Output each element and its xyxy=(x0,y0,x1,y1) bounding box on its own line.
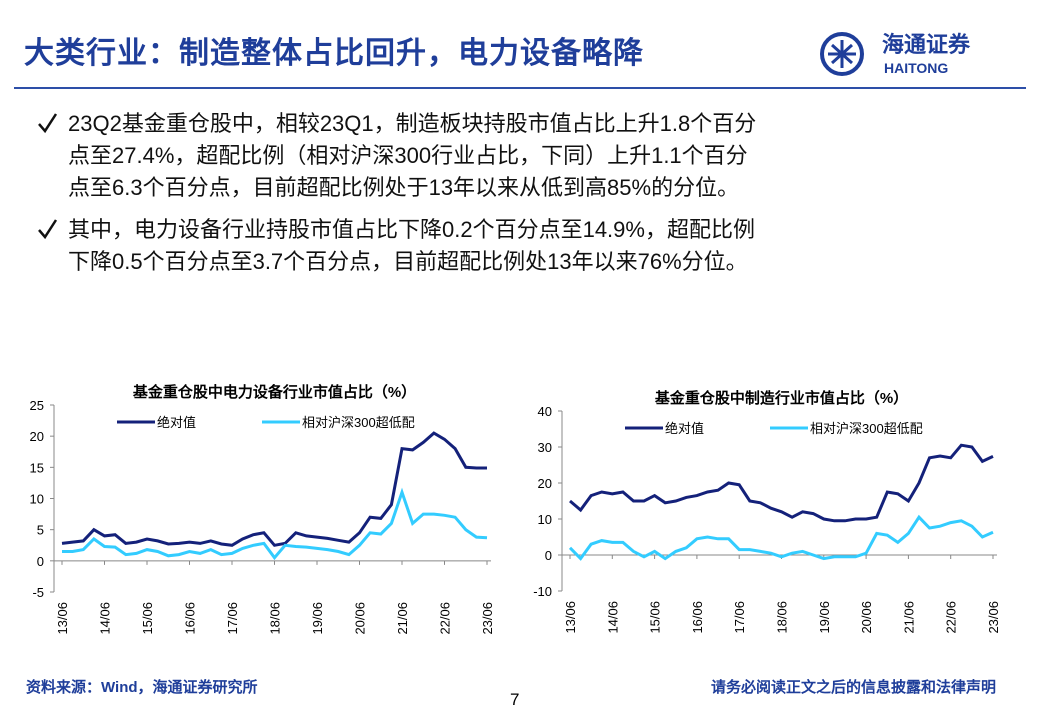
bullet-line: 其中，电力设备行业持股市值占比下降0.2个百分点至14.9%，超配比例 xyxy=(68,217,755,242)
slide-title: 大类行业：制造整体占比回升，电力设备略降 xyxy=(24,37,644,70)
disclaimer: 请务必阅读正文之后的信息披露和法律声明 xyxy=(710,679,996,696)
x-tick-label: 13/06 xyxy=(563,601,578,634)
y-tick-label: 5 xyxy=(37,523,44,538)
y-tick-label: 30 xyxy=(538,440,552,455)
bullet: 其中，电力设备行业持股市值占比下降0.2个百分点至14.9%，超配比例 下降0.5… xyxy=(30,214,1020,278)
check-icon xyxy=(36,214,58,251)
logo-cn: 海通证券 xyxy=(882,32,971,57)
x-tick-label: 17/06 xyxy=(225,602,240,635)
y-tick-label: 20 xyxy=(538,476,552,491)
x-tick-label: 22/06 xyxy=(944,601,959,634)
bullet: 23Q2基金重仓股中，相较23Q1，制造板块持股市值占比上升1.8个百分 点至27… xyxy=(30,108,1020,204)
series-line xyxy=(568,514,994,561)
x-tick-label: 14/06 xyxy=(605,601,620,634)
y-tick-label: 40 xyxy=(538,404,552,419)
title-rule xyxy=(14,87,1026,89)
y-tick-label: 15 xyxy=(30,460,44,475)
check-icon xyxy=(36,108,58,145)
x-tick-label: 18/06 xyxy=(268,602,283,635)
y-tick-label: 20 xyxy=(30,429,44,444)
legend-label: 相对沪深300超低配 xyxy=(302,415,415,430)
page-number: 7 xyxy=(510,690,520,709)
x-tick-label: 15/06 xyxy=(648,601,663,634)
x-tick-label: 16/06 xyxy=(183,602,198,635)
y-tick-label: 10 xyxy=(538,512,552,527)
bullet-line: 点至6.3个百分点，目前超配比例处于13年以来从低到高85%的分位。 xyxy=(68,175,740,200)
logo-mark xyxy=(828,40,856,68)
legend-label: 绝对值 xyxy=(157,415,196,430)
chart-title: 基金重仓股中制造行业市值占比（%） xyxy=(654,389,908,407)
x-tick-label: 20/06 xyxy=(859,601,874,634)
bullet-line: 23Q2基金重仓股中，相较23Q1，制造板块持股市值占比上升1.8个百分 xyxy=(68,111,757,136)
x-tick-label: 23/06 xyxy=(986,601,1001,634)
logo-en: HAITONG xyxy=(884,60,948,76)
y-tick-label: 10 xyxy=(30,492,44,507)
bullet-list: 23Q2基金重仓股中，相较23Q1，制造板块持股市值占比上升1.8个百分 点至27… xyxy=(30,108,1020,288)
logo: 海通证券 HAITONG xyxy=(820,32,971,76)
x-tick-label: 14/06 xyxy=(98,602,113,635)
x-tick-label: 22/06 xyxy=(438,602,453,635)
series-line xyxy=(62,487,488,561)
logo-ring xyxy=(820,32,864,76)
series-line xyxy=(61,431,487,547)
bullet-line: 下降0.5个百分点至3.7个百分点，目前超配比例处13年以来76%分位。 xyxy=(68,249,748,274)
x-tick-label: 13/06 xyxy=(55,602,70,635)
x-tick-label: 21/06 xyxy=(901,601,916,634)
legend-label: 相对沪深300超低配 xyxy=(810,421,923,436)
y-tick-label: -10 xyxy=(533,584,552,599)
x-tick-label: 21/06 xyxy=(395,602,410,635)
x-tick-label: 23/06 xyxy=(480,602,495,635)
x-tick-label: 19/06 xyxy=(310,602,325,635)
x-tick-label: 20/06 xyxy=(353,602,368,635)
x-tick-label: 16/06 xyxy=(690,601,705,634)
bullet-line: 点至27.4%，超配比例（相对沪深300行业占比，下同）上升1.1个百分 xyxy=(68,143,748,168)
legend-label: 绝对值 xyxy=(665,421,704,436)
y-tick-label: 25 xyxy=(30,398,44,413)
y-tick-label: 0 xyxy=(545,548,552,563)
y-tick-label: -5 xyxy=(32,585,44,600)
x-tick-label: 17/06 xyxy=(732,601,747,634)
x-tick-label: 18/06 xyxy=(775,601,790,634)
x-tick-label: 19/06 xyxy=(817,601,832,634)
series-line xyxy=(569,443,994,523)
y-tick-label: 0 xyxy=(37,554,44,569)
source: 资料来源：Wind，海通证券研究所 xyxy=(26,679,258,696)
chart-title: 基金重仓股中电力设备行业市值占比（%） xyxy=(132,383,416,401)
x-tick-label: 15/06 xyxy=(140,602,155,635)
